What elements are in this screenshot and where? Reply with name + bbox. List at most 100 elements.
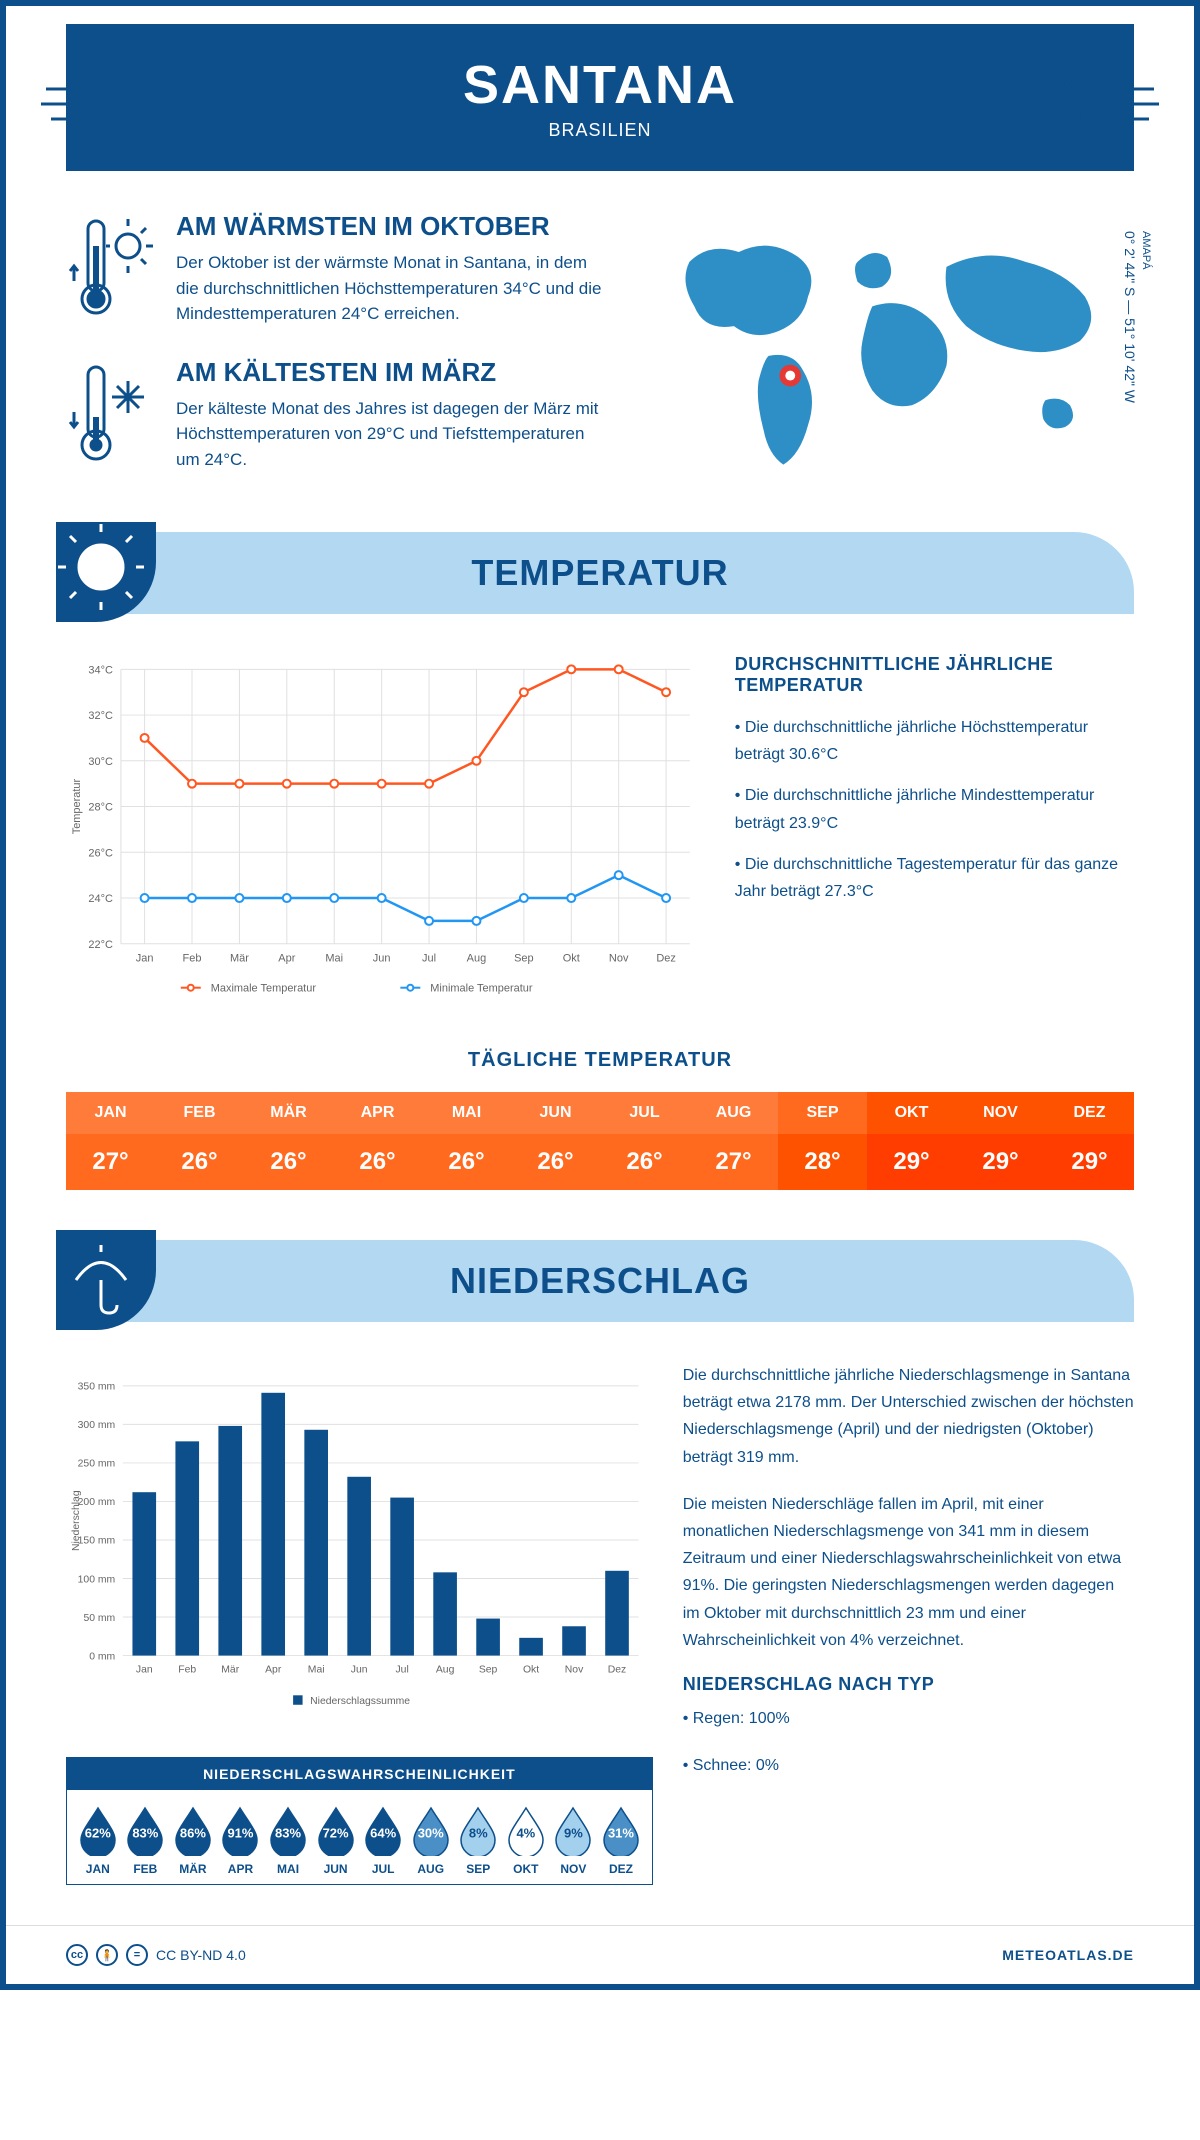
table-cell: 28°: [778, 1134, 867, 1190]
probability-drop: 9%NOV: [551, 1804, 597, 1876]
facts-row: AM WÄRMSTEN IM OKTOBER Der Oktober ist d…: [6, 201, 1194, 532]
table-header: MÄR: [244, 1092, 333, 1134]
page: SANTANA BRASILIEN AM WÄRMSTEN IM OKTOBER…: [0, 0, 1200, 1990]
probability-drop: 64%JUL: [360, 1804, 406, 1876]
probability-drop: 62%JAN: [75, 1804, 121, 1876]
probability-drop: 31%DEZ: [598, 1804, 644, 1876]
probability-drop: 86%MÄR: [170, 1804, 216, 1876]
precip-p2: Die meisten Niederschläge fallen im Apri…: [683, 1491, 1134, 1654]
svg-text:Aug: Aug: [436, 1665, 455, 1676]
temp-stats: DURCHSCHNITTLICHE JÄHRLICHE TEMPERATUR •…: [735, 654, 1134, 1019]
precip-body: 0 mm50 mm100 mm150 mm200 mm250 mm300 mm3…: [6, 1322, 1194, 1905]
svg-text:250 mm: 250 mm: [78, 1459, 116, 1470]
svg-text:Okt: Okt: [563, 953, 580, 965]
svg-text:Sep: Sep: [479, 1665, 498, 1676]
sun-icon: [56, 522, 156, 622]
svg-text:Jan: Jan: [136, 953, 154, 965]
svg-text:22°C: 22°C: [88, 939, 113, 951]
coordinates: AMAPÁ 0° 2' 44" S — 51° 10' 42" W: [1122, 231, 1154, 403]
probability-title: NIEDERSCHLAGSWAHRSCHEINLICHKEIT: [67, 1758, 652, 1790]
svg-text:Mär: Mär: [230, 953, 249, 965]
svg-text:Feb: Feb: [178, 1665, 196, 1676]
svg-text:Jul: Jul: [422, 953, 436, 965]
svg-text:26°C: 26°C: [88, 847, 113, 859]
svg-text:Sep: Sep: [514, 953, 534, 965]
daily-temp: TÄGLICHE TEMPERATUR JANFEBMÄRAPRMAIJUNJU…: [6, 1039, 1194, 1240]
svg-text:Apr: Apr: [265, 1665, 282, 1676]
svg-text:100 mm: 100 mm: [78, 1574, 116, 1585]
svg-text:Jun: Jun: [351, 1665, 368, 1676]
probability-drop: 91%APR: [218, 1804, 264, 1876]
svg-text:Niederschlagssumme: Niederschlagssumme: [310, 1696, 410, 1707]
probability-drop: 83%MAI: [265, 1804, 311, 1876]
facts-left: AM WÄRMSTEN IM OKTOBER Der Oktober ist d…: [66, 211, 610, 502]
probability-drop: 83%FEB: [123, 1804, 169, 1876]
precip-type-title: NIEDERSCHLAG NACH TYP: [683, 1674, 1134, 1695]
probability-drops: 62%JAN83%FEB86%MÄR91%APR83%MAI72%JUN64%J…: [67, 1790, 652, 1884]
license: cc 🧍 = CC BY-ND 4.0: [66, 1944, 246, 1966]
precip-p1: Die durchschnittliche jährliche Niedersc…: [683, 1362, 1134, 1471]
table-header: OKT: [867, 1092, 956, 1134]
svg-text:Jan: Jan: [136, 1665, 153, 1676]
svg-text:Minimale Temperatur: Minimale Temperatur: [430, 983, 533, 995]
table-cell: 29°: [867, 1134, 956, 1190]
svg-text:Dez: Dez: [656, 953, 676, 965]
table-cell: 26°: [511, 1134, 600, 1190]
svg-text:Mär: Mär: [221, 1665, 239, 1676]
svg-text:Dez: Dez: [608, 1665, 626, 1676]
svg-text:Jul: Jul: [395, 1665, 408, 1676]
svg-text:350 mm: 350 mm: [78, 1382, 116, 1393]
umbrella-icon: [56, 1230, 156, 1330]
license-text: CC BY-ND 4.0: [156, 1947, 246, 1963]
svg-text:Nov: Nov: [609, 953, 629, 965]
svg-text:200 mm: 200 mm: [78, 1497, 116, 1508]
table-header: SEP: [778, 1092, 867, 1134]
thermometer-cold-icon: [66, 357, 156, 473]
svg-text:Aug: Aug: [467, 953, 487, 965]
svg-text:Apr: Apr: [278, 953, 295, 965]
table-header: MAI: [422, 1092, 511, 1134]
page-title: SANTANA: [86, 54, 1114, 116]
coldest-fact: AM KÄLTESTEN IM MÄRZ Der kälteste Monat …: [66, 357, 610, 473]
table-cell: 27°: [689, 1134, 778, 1190]
wind-icon: [1044, 64, 1164, 149]
svg-text:24°C: 24°C: [88, 893, 113, 905]
table-header: APR: [333, 1092, 422, 1134]
temp-stat-2: • Die durchschnittliche jährliche Mindes…: [735, 782, 1134, 836]
svg-text:32°C: 32°C: [88, 710, 113, 722]
svg-text:300 mm: 300 mm: [78, 1420, 116, 1431]
daily-temp-title: TÄGLICHE TEMPERATUR: [66, 1049, 1134, 1072]
warmest-title: AM WÄRMSTEN IM OKTOBER: [176, 211, 610, 242]
precip-heading: NIEDERSCHLAG: [96, 1260, 1104, 1302]
table-cell: 27°: [66, 1134, 155, 1190]
coldest-title: AM KÄLTESTEN IM MÄRZ: [176, 357, 610, 388]
svg-text:Temperatur: Temperatur: [71, 778, 83, 834]
probability-box: NIEDERSCHLAGSWAHRSCHEINLICHKEIT 62%JAN83…: [66, 1757, 653, 1885]
svg-text:Feb: Feb: [183, 953, 202, 965]
temp-section-header: TEMPERATUR: [66, 532, 1134, 614]
svg-text:Nov: Nov: [565, 1665, 584, 1676]
table-header: JUN: [511, 1092, 600, 1134]
svg-text:50 mm: 50 mm: [83, 1613, 115, 1624]
thermometer-hot-icon: [66, 211, 156, 327]
table-header: AUG: [689, 1092, 778, 1134]
svg-text:30°C: 30°C: [88, 756, 113, 768]
probability-drop: 4%OKT: [503, 1804, 549, 1876]
daily-temp-table: JANFEBMÄRAPRMAIJUNJULAUGSEPOKTNOVDEZ27°2…: [66, 1092, 1134, 1190]
table-header: JAN: [66, 1092, 155, 1134]
temp-body: 22°C24°C26°C28°C30°C32°C34°CJanFebMärApr…: [6, 614, 1194, 1039]
table-header: JUL: [600, 1092, 689, 1134]
warmest-text: Der Oktober ist der wärmste Monat in San…: [176, 250, 610, 327]
precip-bar-chart: 0 mm50 mm100 mm150 mm200 mm250 mm300 mm3…: [66, 1362, 653, 1722]
table-cell: 26°: [155, 1134, 244, 1190]
by-icon: 🧍: [96, 1944, 118, 1966]
temp-stats-title: DURCHSCHNITTLICHE JÄHRLICHE TEMPERATUR: [735, 654, 1134, 696]
world-map: AMAPÁ 0° 2' 44" S — 51° 10' 42" W: [640, 211, 1134, 502]
precip-section-header: NIEDERSCHLAG: [66, 1240, 1134, 1322]
svg-text:Mai: Mai: [325, 953, 343, 965]
temp-heading: TEMPERATUR: [96, 552, 1104, 594]
table-header: NOV: [956, 1092, 1045, 1134]
svg-text:Jun: Jun: [373, 953, 391, 965]
svg-text:Mai: Mai: [308, 1665, 325, 1676]
svg-text:Maximale Temperatur: Maximale Temperatur: [211, 983, 317, 995]
